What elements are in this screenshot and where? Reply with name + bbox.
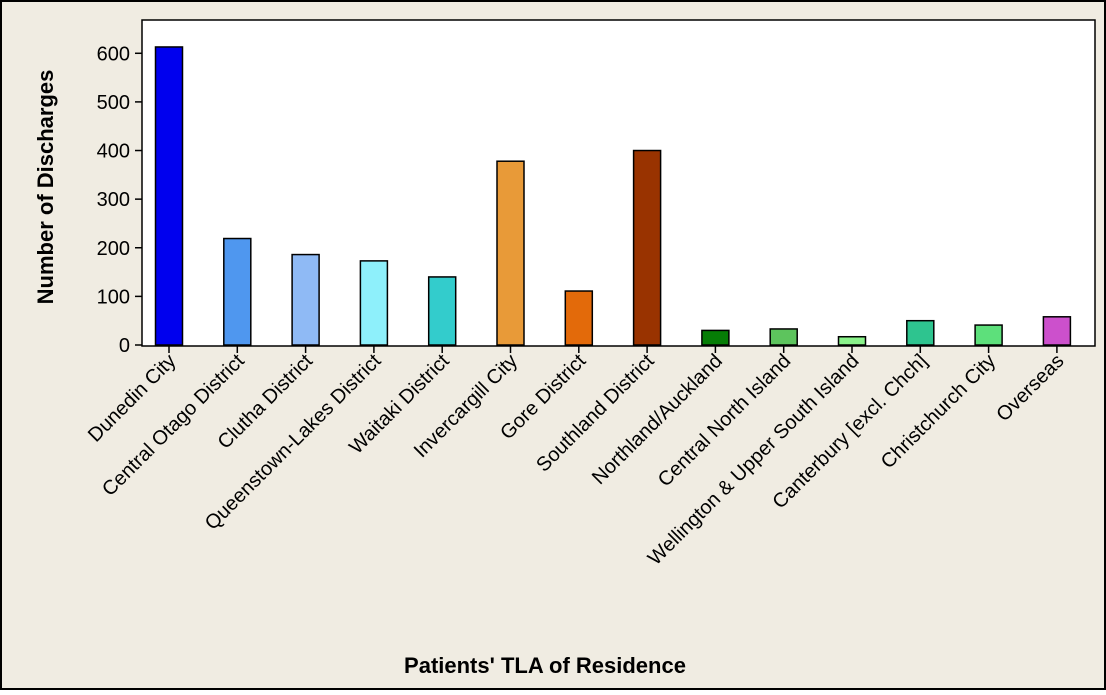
bar bbox=[359, 260, 389, 346]
y-tick-label: 400 bbox=[97, 141, 130, 163]
bar bbox=[974, 324, 1003, 346]
y-tick-label: 0 bbox=[119, 335, 130, 357]
bar bbox=[291, 253, 320, 346]
y-tick-label: 500 bbox=[97, 92, 130, 114]
bar bbox=[154, 46, 184, 346]
y-axis-title: Number of Discharges bbox=[33, 70, 58, 305]
y-axis: 0 100 200 300 400 500 600 bbox=[97, 43, 142, 357]
bars-group bbox=[154, 46, 1072, 346]
bar bbox=[701, 329, 730, 346]
y-tick-label: 600 bbox=[97, 43, 130, 65]
bar bbox=[906, 319, 935, 346]
bar bbox=[427, 276, 457, 346]
x-axis-title: Patients' TLA of Residence bbox=[404, 653, 686, 678]
bar bbox=[837, 335, 867, 346]
y-tick-label: 300 bbox=[97, 189, 130, 211]
bar bbox=[223, 237, 252, 346]
bar bbox=[1042, 316, 1072, 346]
bar bbox=[632, 149, 662, 346]
y-tick-label: 200 bbox=[97, 238, 130, 260]
y-tick-label: 100 bbox=[97, 286, 130, 308]
plot-area bbox=[141, 19, 1096, 347]
bar bbox=[769, 328, 798, 346]
bar bbox=[564, 290, 594, 346]
bar bbox=[496, 160, 525, 346]
